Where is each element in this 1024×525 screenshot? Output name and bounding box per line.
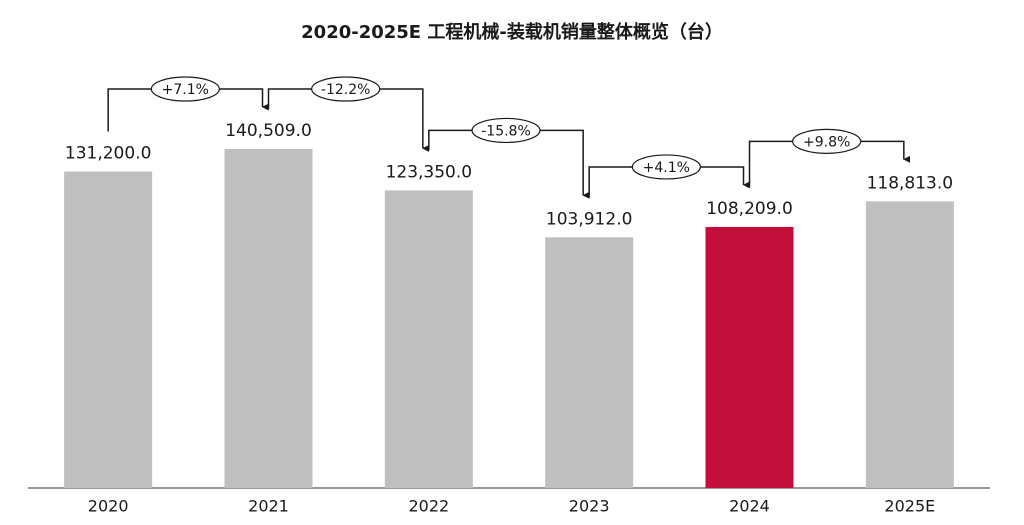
growth-bubble: [150, 76, 220, 102]
bar: [705, 226, 794, 488]
chart-title: 2020-2025E 工程机械-装载机销量整体概览（台）: [301, 21, 723, 43]
growth-label: -15.8%: [481, 123, 531, 139]
x-tick-label: 2020: [88, 497, 129, 516]
bar: [224, 149, 313, 488]
growth-bubble: [631, 154, 701, 180]
growth-label: +9.8%: [803, 134, 850, 150]
growth-label: -12.2%: [321, 82, 371, 98]
bar: [865, 201, 954, 488]
x-tick-label: 2022: [408, 497, 449, 516]
x-tick-label: 2023: [569, 497, 610, 516]
value-label: 123,350.0: [386, 162, 473, 182]
value-label: 118,813.0: [867, 173, 954, 193]
growth-bubble: [792, 128, 862, 154]
growth-bubble: [471, 117, 541, 144]
growth-label: +4.1%: [643, 160, 690, 176]
bar: [545, 237, 634, 488]
x-tick-label: 2024: [729, 497, 770, 516]
x-tick-label: 2025E: [884, 497, 935, 516]
bar: [64, 171, 153, 489]
x-tick-label: 2021: [248, 497, 289, 516]
value-label: 140,509.0: [225, 121, 312, 141]
value-label: 131,200.0: [65, 143, 152, 163]
growth-label: +7.1%: [162, 82, 209, 98]
growth-bubble: [311, 76, 381, 102]
bar: [384, 190, 473, 488]
value-label: 103,912.0: [546, 209, 633, 229]
value-label: 108,209.0: [706, 199, 793, 219]
